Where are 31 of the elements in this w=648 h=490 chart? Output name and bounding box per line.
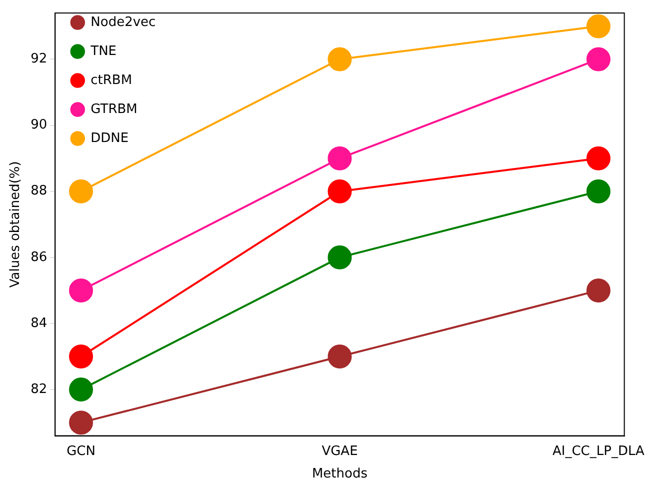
point	[328, 146, 352, 170]
point	[586, 278, 610, 302]
point	[328, 344, 352, 369]
legend-label: GTRBM	[90, 102, 138, 117]
point	[69, 410, 94, 435]
y-tick-label: 84	[30, 316, 48, 331]
legend-label: ctRBM	[90, 72, 132, 88]
point	[328, 47, 352, 72]
point	[328, 179, 352, 204]
legend-label: DDNE	[90, 130, 129, 146]
point	[69, 378, 94, 402]
x-tick-label: VGAE	[322, 444, 358, 459]
x-axis-title: Methods	[312, 466, 368, 482]
y-tick-label: 86	[30, 250, 48, 265]
y-tick-label: 90	[30, 118, 48, 133]
y-tick-label: 92	[30, 52, 48, 67]
point	[69, 278, 94, 302]
point	[69, 344, 94, 369]
y-axis-title: Values obtained(%)	[8, 161, 24, 288]
point	[586, 179, 610, 204]
point	[586, 146, 610, 170]
point	[69, 179, 94, 204]
y-tick-label: 82	[30, 382, 48, 397]
x-tick-label: GCN	[66, 444, 96, 459]
point	[586, 14, 610, 38]
legend-label: TNE	[90, 44, 117, 59]
x-tick-label: AI_CC_LP_DLA	[552, 444, 645, 459]
point	[328, 245, 352, 270]
point	[586, 47, 610, 72]
y-tick-label: 88	[30, 184, 48, 199]
legend-label: Node2vec	[90, 14, 156, 30]
